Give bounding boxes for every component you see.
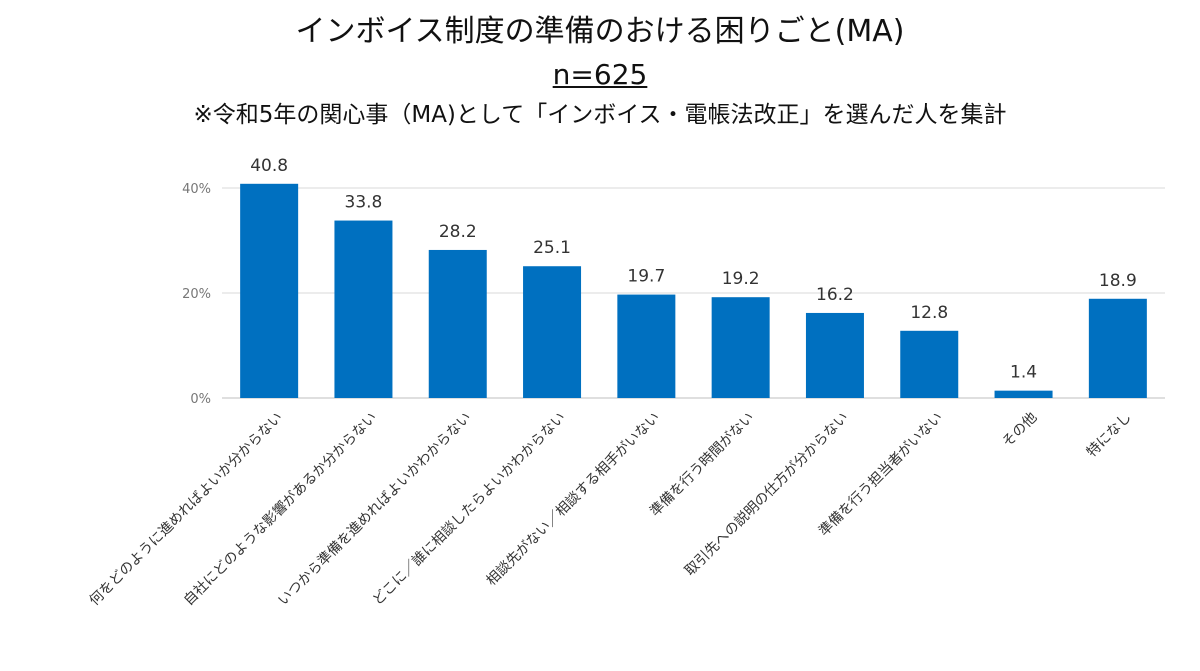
- category-label: 相談先がない／相談する相手がいない: [484, 410, 664, 590]
- data-label: 25.1: [533, 238, 571, 258]
- category-label: 何をどのように進めればよいか分からない: [87, 410, 286, 609]
- data-label: 18.9: [1099, 271, 1137, 291]
- data-labels: 40.8 33.8 28.2 25.1 19.7 19.2 16.2 12.8 1.4 18.9: [250, 156, 1137, 383]
- bar: [711, 297, 770, 398]
- chart-title: インボイス制度の準備のおける困りごと(MA): [295, 14, 905, 49]
- sample-size: n=625: [552, 58, 648, 91]
- bar: [617, 294, 676, 398]
- bar: [240, 183, 299, 398]
- category-label: 特になし: [1084, 410, 1135, 461]
- bars: [240, 183, 1147, 398]
- category-label: 準備を行う時間がない: [647, 410, 757, 520]
- data-label: 12.8: [910, 303, 948, 323]
- y-tick-label: 0%: [190, 392, 211, 407]
- category-label: 取引先への説明の仕方が分からない: [682, 410, 852, 580]
- data-label: 16.2: [816, 285, 854, 305]
- data-label: 33.8: [345, 193, 383, 213]
- category-label: いつから準備を進めればよいかわからない: [275, 410, 474, 609]
- data-label: 19.2: [722, 269, 760, 289]
- category-label: 自社にどのような影響があるか分からない: [180, 409, 380, 609]
- bar: [900, 330, 959, 398]
- x-axis: 何をどのように進めればよいか分からない自社にどのような影響があるか分からないいつ…: [87, 409, 1135, 609]
- data-label: 19.7: [627, 267, 665, 287]
- bar: [428, 249, 487, 398]
- bar: [334, 220, 393, 398]
- data-label: 1.4: [1010, 363, 1037, 383]
- bar: [523, 266, 582, 398]
- y-axis: 0% 20% 40%: [182, 182, 211, 407]
- category-label: その他: [999, 410, 1040, 451]
- y-tick-label: 40%: [182, 182, 211, 197]
- data-label: 40.8: [250, 156, 288, 176]
- chart-note: ※令和5年の関心事（MA)として「インボイス・電帳法改正」を選んだ人を集計: [193, 102, 1007, 128]
- category-label: どこに／誰に相談したらよいかわからない: [370, 410, 569, 609]
- bar: [1088, 298, 1147, 398]
- bar: [805, 312, 864, 398]
- bar: [994, 390, 1053, 398]
- y-tick-label: 20%: [182, 287, 211, 302]
- data-label: 28.2: [439, 222, 477, 242]
